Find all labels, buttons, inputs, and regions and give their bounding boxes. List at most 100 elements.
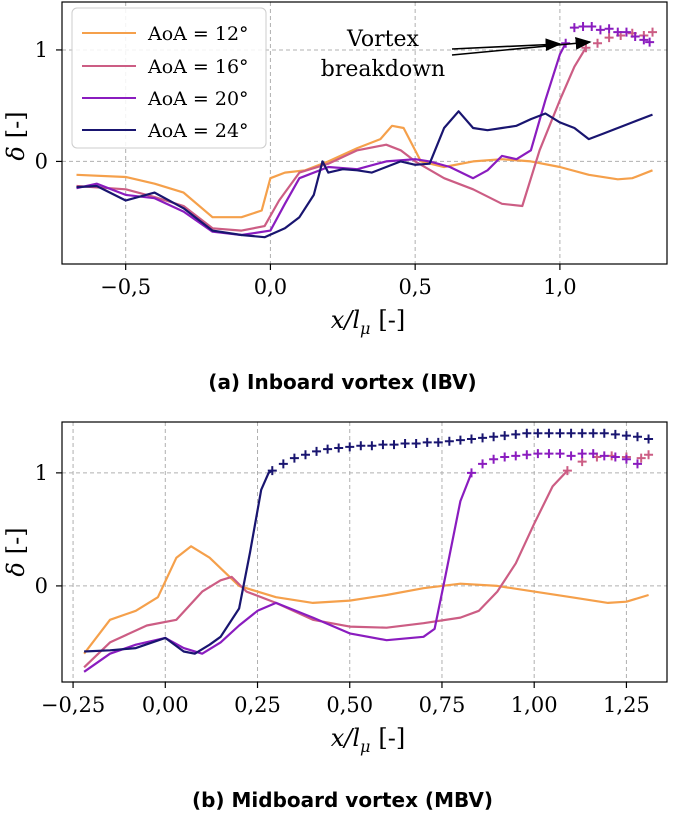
svg-text:δ[-]: δ [-] xyxy=(2,111,30,160)
mbv-axes-frame xyxy=(61,421,668,683)
mbv-marker-aoa16 xyxy=(636,453,646,463)
mbv-marker-aoa20 xyxy=(522,450,532,460)
mbv-x-tick-label: −0,25 xyxy=(41,693,105,717)
mbv-marker-aoa24 xyxy=(300,450,310,460)
mbv-marker-aoa20 xyxy=(489,454,499,464)
ibv-line-aoa24 xyxy=(76,110,653,239)
mbv-marker-aoa20 xyxy=(566,451,576,461)
mbv-marker-aoa20 xyxy=(533,449,543,459)
mbv-marker-aoa24 xyxy=(433,437,443,447)
ibv-x-tick-label: 0,5 xyxy=(398,275,431,299)
mbv-ticks: −0,25 0,00 0,25 0,50 0,75 1,00 1,25 0 1 xyxy=(35,461,650,717)
mbv-marker-aoa20 xyxy=(610,452,620,462)
ibv-marker-aoa20 xyxy=(639,35,649,45)
ibv-ticks: −0,5 0,0 0,5 1,0 0 1 xyxy=(35,38,577,299)
mbv-marker-aoa24 xyxy=(511,429,521,439)
mbv-marker-aoa24 xyxy=(278,459,288,469)
mbv-marker-aoa24 xyxy=(367,441,377,451)
ibv-axes-frame xyxy=(61,1,668,265)
mbv-x-label-unit: [-] xyxy=(378,724,405,752)
mbv-marker-aoa16 xyxy=(562,466,572,476)
mbv-x-tick-label: 0,75 xyxy=(419,693,466,717)
mbv-marker-aoa20 xyxy=(632,459,642,469)
mbv-marker-aoa20 xyxy=(599,451,609,461)
mbv-marker-aoa20 xyxy=(500,452,510,462)
ibv-y-label: δ [-] xyxy=(2,111,30,160)
mbv-marker-aoa24 xyxy=(378,440,388,450)
mbv-y-label: δ [-] xyxy=(2,527,30,576)
mbv-marker-aoa24 xyxy=(444,436,454,446)
ibv-x-label-unit: [-] xyxy=(378,306,405,334)
ibv-marker-aoa20 xyxy=(578,22,588,32)
ibv-marker-aoa20 xyxy=(595,25,605,35)
mbv-marker-aoa24 xyxy=(544,428,554,438)
ibv-marker-aoa20 xyxy=(604,24,614,34)
mbv-x-label-symbol: x/l xyxy=(331,724,360,752)
ibv-marker-aoa16 xyxy=(593,38,603,48)
mbv-line-aoa20 xyxy=(83,472,473,673)
ibv-line-aoa12 xyxy=(76,124,653,219)
ibv-x-tick-label: −0,5 xyxy=(100,275,151,299)
mbv-marker-aoa24 xyxy=(599,428,609,438)
ibv-caption: (a) Inboard vortex (IBV) xyxy=(208,370,477,394)
mbv-y-tick-label: 0 xyxy=(35,574,48,598)
mbv-marker-aoa20 xyxy=(478,459,488,469)
mbv-marker-aoa20 xyxy=(555,449,565,459)
mbv-y-label-symbol: δ xyxy=(2,562,30,576)
ibv-x-label-sub: μ xyxy=(360,319,370,338)
ibv-line-aoa16 xyxy=(76,47,587,232)
mbv-x-tick-label: 1,25 xyxy=(603,693,650,717)
mbv-marker-aoa24 xyxy=(289,453,299,463)
ibv-line-aoa20 xyxy=(76,42,567,237)
mbv-marker-aoa24 xyxy=(389,440,399,450)
mbv-marker-aoa24 xyxy=(621,431,631,441)
legend: AoA = 12° AoA = 16° AoA = 20° AoA = 24° xyxy=(71,7,267,149)
ibv-marker-aoa20 xyxy=(587,22,597,32)
mbv-marker-aoa24 xyxy=(345,442,355,452)
mbv-line-aoa16 xyxy=(83,469,569,669)
mbv-marker-aoa24 xyxy=(489,432,499,442)
ibv-marker-aoa16 xyxy=(648,27,658,37)
mbv-x-tick-label: 0,00 xyxy=(142,693,189,717)
mbv-marker-aoa24 xyxy=(478,433,488,443)
mbv-marker-aoa24 xyxy=(267,466,277,476)
mbv-y-label-unit: [-] xyxy=(2,527,30,554)
ibv-marker-aoa20 xyxy=(613,27,623,37)
mbv-marker-aoa20 xyxy=(511,451,521,461)
annotation-arrow-2 xyxy=(451,36,592,56)
legend-label-aoa20: AoA = 20° xyxy=(147,88,249,110)
legend-label-aoa12: AoA = 12° xyxy=(147,23,249,45)
annotation-line-1: Vortex xyxy=(346,27,419,52)
mbv-x-label: x/lμ [-] xyxy=(331,724,406,756)
legend-box xyxy=(71,7,267,149)
mbv-marker-aoa24 xyxy=(522,428,532,438)
ibv-panel: −0,5 0,0 0,5 1,0 0 1 δ [-] x/lμ [-] AoA = 12° A… xyxy=(2,1,668,338)
legend-label-aoa24: AoA = 24° xyxy=(147,120,249,142)
mbv-marker-aoa24 xyxy=(334,443,344,453)
mbv-x-tick-label: 0,25 xyxy=(234,693,281,717)
legend-label-aoa16: AoA = 16° xyxy=(147,56,249,78)
mbv-line-aoa24 xyxy=(84,469,273,655)
ibv-marker-aoa20 xyxy=(621,27,631,37)
mbv-x-label-sub: μ xyxy=(360,737,370,756)
mbv-marker-aoa24 xyxy=(455,435,465,445)
mbv-marker-aoa16 xyxy=(644,450,654,460)
mbv-marker-aoa24 xyxy=(577,428,587,438)
mbv-x-tick-label: 1,00 xyxy=(511,693,558,717)
ibv-y-tick-label: 0 xyxy=(35,149,48,173)
mbv-marker-aoa20 xyxy=(466,468,476,478)
mbv-marker-aoa24 xyxy=(610,429,620,439)
annotation-line-2: breakdown xyxy=(321,57,445,82)
annotation-arrow-1 xyxy=(451,38,562,52)
mbv-caption: (b) Midboard vortex (MBV) xyxy=(191,788,494,812)
mbv-panel: −0,25 0,00 0,25 0,50 0,75 1,00 1,25 0 1 δ [-] x/l… xyxy=(2,421,668,756)
ibv-y-label-unit: [-] xyxy=(2,111,30,138)
vortex-breakdown-annotation: Vortex breakdown xyxy=(321,27,592,82)
mbv-marker-aoa20 xyxy=(621,454,631,464)
ibv-x-label-symbol: x/l xyxy=(331,306,360,334)
mbv-marker-aoa20 xyxy=(577,449,587,459)
mbv-marker-aoa24 xyxy=(500,431,510,441)
mbv-marker-aoa20 xyxy=(544,449,554,459)
mbv-marker-aoa20 xyxy=(588,449,598,459)
ibv-marker-aoa20 xyxy=(630,32,640,42)
